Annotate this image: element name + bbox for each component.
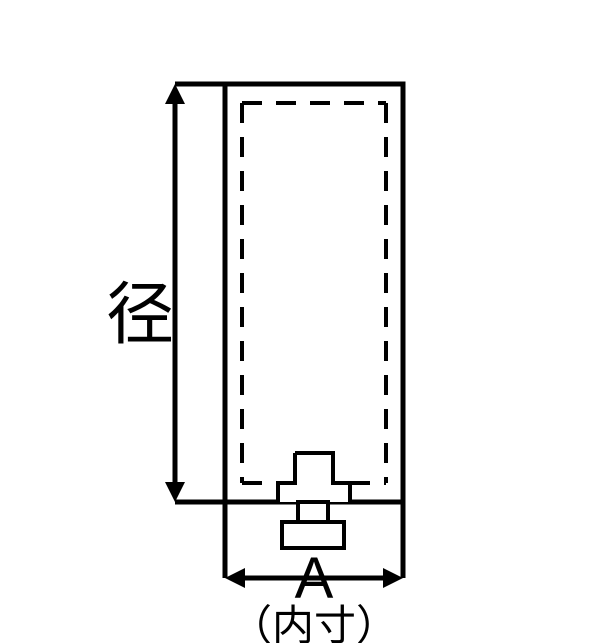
dimension-diagram: 径 A （内寸） bbox=[0, 0, 600, 643]
notch-shape bbox=[278, 453, 350, 502]
vertical-dimension-label: 径 bbox=[106, 277, 174, 353]
stud-shape bbox=[282, 502, 344, 548]
body-outline bbox=[225, 84, 403, 502]
horizontal-dimension-sublabel: （内寸） bbox=[230, 602, 398, 643]
dashed-inset bbox=[242, 103, 386, 483]
